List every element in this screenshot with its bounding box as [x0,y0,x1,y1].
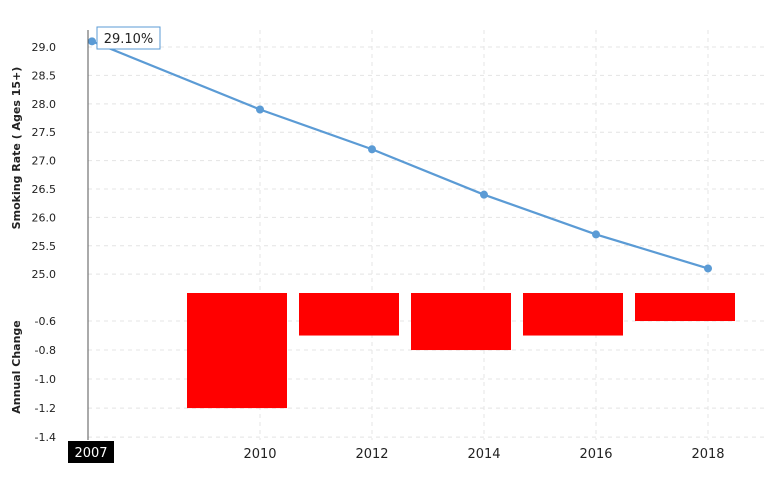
y-ticks: 29.0 28.5 28.0 27.5 27.0 26.5 26.0 25.5 25.0 -0.6… [32,41,57,444]
smoking-rate-line [91,40,709,270]
smoking-rate-point[interactable] [368,145,376,154]
smoking-rate-point[interactable] [480,190,488,199]
x-ticks: 2010 2012 2014 2016 2018 [243,447,724,462]
x-tick-label: 2010 [243,447,276,462]
x-tick-label: 2016 [579,447,612,462]
y-tick-label: 27.0 [32,155,57,168]
y-tick-label: 26.0 [32,211,57,224]
tooltip: 29.10% [96,26,161,50]
annual-change-axis-label: Annual Change [10,320,23,414]
bars [187,293,735,409]
y-tick-label: 27.5 [32,126,57,139]
x-highlight-badge: 2007 [68,441,114,463]
y-tick-label: -1.2 [35,402,56,415]
line-series [88,37,712,273]
tooltip-label: 29.10% [104,32,154,47]
smoking-rate-point[interactable] [88,37,96,46]
y-tick-label: 29.0 [32,41,57,54]
x-highlight-label: 2007 [74,446,107,461]
annual-change-bar [187,293,287,409]
y-tick-label: -0.8 [35,344,56,357]
y-tick-label: -1.4 [35,431,56,444]
y-tick-label: 28.5 [32,69,57,82]
smoking-rate-axis-label: Smoking Rate ( Ages 15+) [10,67,23,230]
y-tick-label: 28.0 [32,98,57,111]
annual-change-bar [635,293,735,322]
y-tick-label: 25.0 [32,268,57,281]
x-tick-label: 2018 [691,447,724,462]
y-tick-label: -1.0 [35,373,56,386]
tooltip-box [96,26,161,50]
smoking-rate-point[interactable] [704,264,712,273]
y-tick-label: 25.5 [32,240,57,253]
x-tick-label: 2014 [467,447,500,462]
annual-change-bar [299,293,399,336]
annual-change-bar [411,293,511,351]
x-highlight-box [68,441,114,463]
y-tick-label: 26.5 [32,183,57,196]
smoking-rate-point[interactable] [256,105,264,114]
x-tick-label: 2012 [355,447,388,462]
smoking-rate-point[interactable] [592,230,600,239]
y-tick-label: -0.6 [35,315,56,328]
annual-change-bar [523,293,623,336]
